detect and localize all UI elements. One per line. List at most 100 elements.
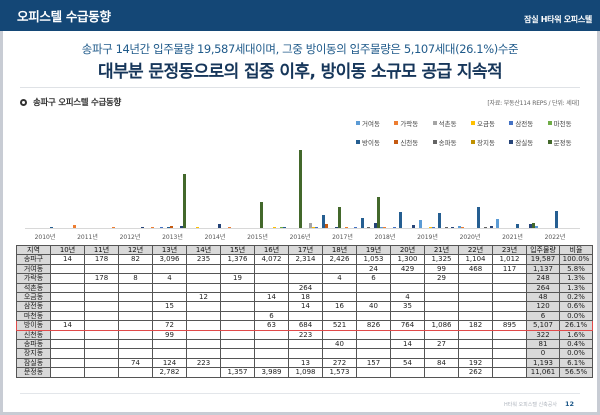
table-cell — [254, 357, 289, 369]
table-cell — [492, 357, 527, 369]
chart-bar — [321, 214, 325, 228]
column-header: 16년 — [254, 244, 289, 256]
table-cell: 14 — [50, 254, 85, 265]
table-cell — [118, 301, 153, 312]
row-header: 방이동 — [16, 320, 51, 331]
table-row: 송파구 14 178 82 3,096 235 1,376 4,072 2,314 2,426 1,… — [16, 254, 593, 265]
row-header: 가락동 — [16, 273, 51, 284]
table-cell — [322, 329, 357, 341]
table-cell: 13 — [288, 357, 323, 369]
table-cell: 1,357 — [220, 367, 255, 378]
table-cell: 35 — [390, 301, 425, 312]
bar-chart: 2010년 2011년 2012년 2013년 2014년 2015년 2016년 2017년… — [25, 140, 580, 241]
x-tick-label: 2012년 — [119, 234, 141, 241]
ratio-cell: 6.1% — [559, 357, 593, 369]
table-cell — [424, 348, 459, 359]
table-cell: 40 — [356, 301, 391, 312]
table-cell — [492, 329, 527, 341]
table-row: 문정동 2,782 1,357 3,989 1,098 1,573 262 11,061 56.… — [16, 367, 593, 378]
table-cell — [50, 310, 85, 322]
table-cell — [492, 367, 527, 378]
table-cell — [322, 292, 357, 303]
column-header: 20년 — [390, 244, 425, 256]
chart-bar — [399, 211, 403, 228]
ratio-cell: 1.3% — [559, 282, 593, 294]
chart-bar — [111, 226, 115, 228]
table-cell: 99 — [424, 263, 459, 275]
table-cell — [322, 348, 357, 359]
table-cell: 1,376 — [220, 254, 255, 265]
row-header: 오금동 — [16, 292, 51, 303]
column-header: 19년 — [356, 244, 391, 256]
table-cell: 262 — [458, 367, 493, 378]
legend-item: 장지동 — [470, 137, 509, 147]
chart-bar — [73, 224, 77, 228]
table-cell — [254, 329, 289, 341]
table-cell — [356, 282, 391, 294]
row-header: 송파구 — [16, 254, 51, 265]
table-cell — [220, 357, 255, 369]
table-cell — [390, 282, 425, 294]
chart-bar — [50, 226, 54, 228]
legend-swatch-icon — [394, 140, 399, 144]
ratio-cell: 56.5% — [559, 367, 593, 378]
table-cell — [220, 339, 255, 350]
total-cell: 11,061 — [526, 367, 560, 378]
table-cell: 429 — [390, 263, 425, 275]
headline: 대부분 문정동으로의 집중 이후, 방이동 소규모 공급 지속적 — [97, 62, 503, 82]
table-cell: 19 — [220, 273, 255, 284]
table-cell — [84, 282, 119, 294]
subtitle: 송파구 14년간 입주물량 19,587세대이며, 그중 방이동의 입주물량은 … — [81, 42, 519, 56]
chart-bar — [179, 225, 183, 228]
table-row: 신천동 99 223 322 1.6% — [16, 329, 593, 341]
chart-bar — [489, 226, 493, 228]
table-cell — [458, 348, 493, 359]
legend-label: 오금동 — [476, 120, 495, 128]
table-cell — [220, 320, 255, 331]
table-cell — [50, 292, 85, 303]
table-cell: 2,314 — [288, 254, 323, 265]
x-tick-label: 2016년 — [289, 234, 311, 241]
table-cell: 4,072 — [254, 254, 289, 265]
legend-item: 문정동 — [547, 137, 586, 147]
table-cell: 15 — [152, 301, 187, 312]
table-cell — [424, 292, 459, 303]
chart-bar — [182, 173, 186, 228]
chart-bar — [477, 206, 481, 228]
chart-bar — [531, 222, 535, 228]
table-cell: 235 — [186, 254, 221, 265]
chart-legend: 거여동 가락동 석촌동 오금동 삼전동 마천동 방이동 신천동 송파동 장지동 잠실동 문정동 — [356, 118, 586, 147]
table-cell — [186, 273, 221, 284]
table-cell: 14 — [288, 301, 323, 312]
table-cell — [152, 282, 187, 294]
chart-bar — [528, 224, 532, 228]
table-cell: 24 — [356, 263, 391, 275]
table-cell — [118, 263, 153, 275]
table-cell — [152, 339, 187, 350]
column-header: 12년 — [118, 244, 153, 256]
legend-swatch-icon — [356, 121, 360, 125]
legend-swatch-icon — [547, 140, 552, 144]
table-cell — [220, 263, 255, 275]
table-cell — [458, 273, 493, 284]
table-cell — [118, 367, 153, 378]
table-cell: 27 — [424, 339, 459, 350]
row-header: 잠실동 — [16, 357, 51, 369]
legend-item: 거여동 — [356, 118, 394, 128]
total-cell: 264 — [526, 282, 560, 294]
table-cell — [118, 282, 153, 294]
chart-bar — [325, 223, 329, 228]
table-row: 오금동 12 14 18 4 48 0.2% — [16, 292, 593, 303]
table-cell: 124 — [152, 357, 187, 369]
column-header: 14년 — [186, 244, 221, 256]
x-axis — [25, 228, 580, 229]
x-tick-label: 2017년 — [332, 234, 353, 241]
legend-item: 마천동 — [547, 118, 586, 128]
legend-item: 석촌동 — [432, 118, 471, 128]
table-cell — [84, 367, 119, 378]
table-cell: 468 — [458, 263, 493, 275]
chart-bar — [418, 219, 422, 228]
table-cell — [186, 263, 221, 275]
table-row: 가락동 178 8 4 19 4 6 29 248 1.3% — [16, 273, 593, 284]
chart-bar — [140, 226, 144, 228]
